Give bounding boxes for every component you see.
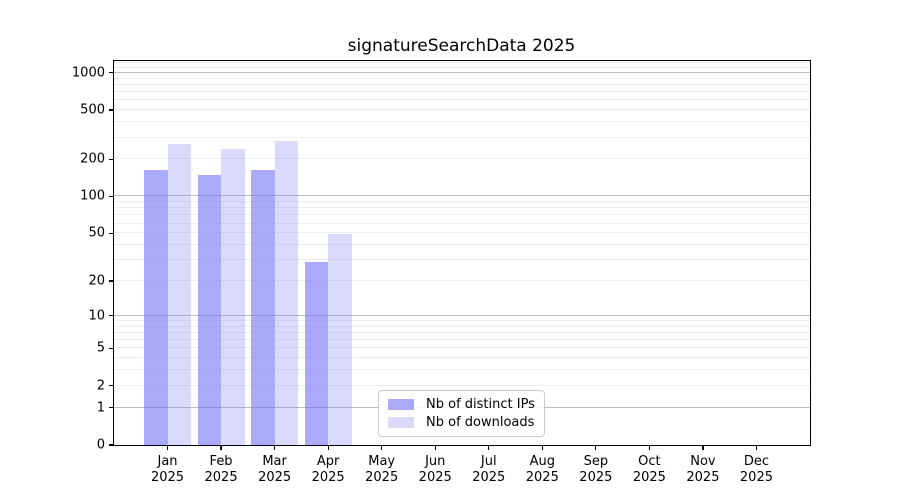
x-tick-mark (220, 446, 222, 450)
y-tick-label: 1 (96, 400, 105, 416)
x-tick-label: Dec 2025 (739, 454, 773, 485)
chart-title: signatureSearchData 2025 (347, 36, 576, 56)
minor-gridline (114, 62, 810, 64)
y-tick-mark (109, 347, 113, 350)
x-tick-mark (327, 446, 329, 450)
bar-downloads (274, 141, 299, 445)
minor-gridline (114, 384, 810, 386)
y-tick-mark (109, 280, 113, 282)
bar-distinct-ips (304, 261, 329, 445)
x-tick-mark (166, 446, 169, 450)
minor-gridline (114, 357, 810, 359)
y-tick-mark (109, 109, 113, 111)
major-gridline (114, 71, 810, 73)
minor-gridline (114, 339, 810, 341)
y-tick-mark (109, 72, 113, 74)
x-tick-mark (541, 446, 543, 450)
major-gridline (114, 314, 810, 316)
y-tick-mark (109, 232, 113, 234)
x-tick-label: Nov 2025 (686, 454, 720, 485)
y-tick-label: 500 (80, 102, 105, 118)
bar-downloads (167, 144, 192, 445)
minor-gridline (114, 121, 810, 123)
y-tick-label: 100 (80, 188, 105, 204)
x-tick-mark (702, 446, 704, 450)
x-tick-label: Apr 2025 (311, 454, 345, 485)
minor-gridline (114, 319, 810, 321)
minor-gridline (114, 158, 810, 160)
y-tick-mark (109, 385, 113, 387)
x-tick-mark (755, 446, 758, 450)
minor-gridline (114, 201, 810, 203)
x-tick-label: Aug 2025 (525, 454, 559, 485)
x-tick-label: Sep 2025 (579, 454, 613, 485)
y-tick-label: 5 (96, 340, 105, 356)
y-tick-mark (109, 315, 113, 317)
minor-gridline (114, 259, 810, 261)
x-tick-label: Jan 2025 (150, 454, 185, 485)
bar-distinct-ips (197, 174, 222, 445)
minor-gridline (114, 280, 810, 281)
y-tick-mark (109, 406, 113, 409)
legend-label: Nb of downloads (426, 415, 535, 430)
y-tick-mark (109, 195, 113, 197)
minor-gridline (114, 136, 810, 138)
minor-gridline (114, 214, 810, 216)
legend-swatch-downloads (388, 417, 414, 428)
x-tick-mark (273, 446, 276, 450)
legend-item: Nb of distinct IPs (388, 397, 535, 412)
minor-gridline (114, 369, 810, 371)
minor-gridline (114, 77, 810, 79)
minor-gridline (114, 109, 810, 111)
legend: Nb of distinct IPs Nb of downloads (378, 390, 545, 437)
minor-gridline (114, 207, 810, 209)
minor-gridline (114, 325, 810, 327)
y-tick-label: 0 (96, 437, 105, 453)
legend-label: Nb of distinct IPs (426, 397, 535, 412)
minor-gridline (114, 243, 810, 245)
major-gridline (114, 195, 810, 197)
bar-downloads (328, 234, 352, 445)
y-tick-label: 200 (80, 151, 105, 167)
bar-distinct-ips (144, 169, 168, 445)
x-tick-mark (488, 446, 490, 450)
bar-downloads (221, 149, 245, 445)
minor-gridline (114, 347, 810, 349)
x-tick-label: Mar 2025 (258, 454, 292, 485)
x-tick-label: Jun 2025 (418, 454, 452, 485)
x-tick-mark (434, 446, 436, 450)
minor-gridline (114, 222, 810, 224)
y-tick-label: 20 (88, 273, 105, 289)
minor-gridline (114, 83, 810, 85)
minor-gridline (114, 91, 810, 93)
x-tick-mark (648, 446, 651, 450)
y-tick-label: 1000 (71, 65, 105, 81)
legend-item: Nb of downloads (388, 415, 535, 430)
y-tick-mark (109, 158, 113, 160)
y-tick-mark (109, 444, 113, 446)
x-tick-label: Oct 2025 (632, 454, 666, 485)
y-tick-label: 2 (96, 378, 105, 394)
bar-distinct-ips (251, 169, 275, 445)
x-tick-label: May 2025 (365, 454, 399, 485)
x-tick-label: Feb 2025 (204, 454, 238, 485)
x-tick-mark (381, 446, 383, 450)
x-tick-label: Jul 2025 (472, 454, 506, 485)
minor-gridline (114, 99, 810, 101)
x-tick-mark (595, 446, 597, 450)
minor-gridline (114, 232, 810, 234)
minor-gridline (114, 66, 810, 68)
y-tick-label: 50 (88, 225, 105, 241)
y-tick-label: 10 (88, 308, 105, 324)
plot-area: 0 1 2 5 10 20 50 100 200 500 1000 Jan 2025 Feb 2025 Ma… (72, 60, 811, 485)
minor-gridline (114, 331, 810, 333)
legend-swatch-distinct-ips (388, 399, 414, 410)
